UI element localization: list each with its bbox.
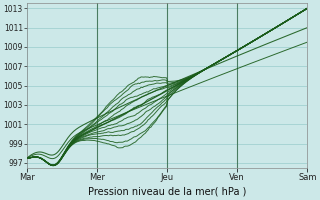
X-axis label: Pression niveau de la mer( hPa ): Pression niveau de la mer( hPa ) xyxy=(88,187,246,197)
